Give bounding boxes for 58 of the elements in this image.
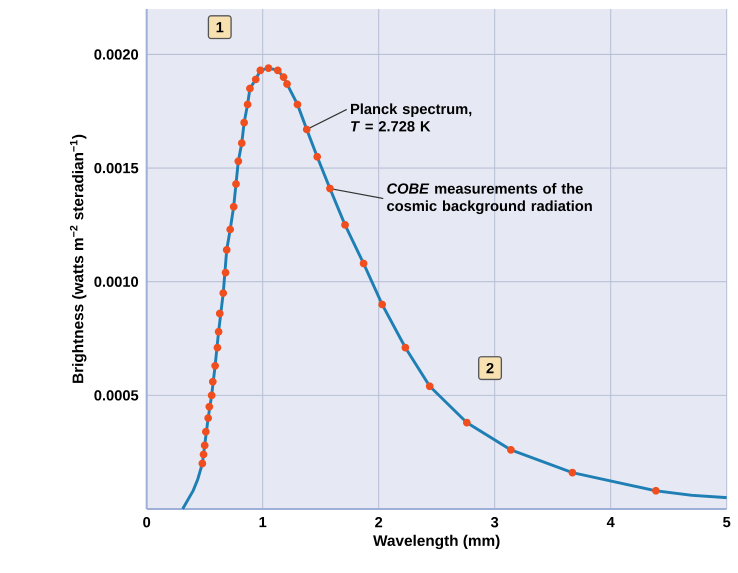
x-tick-label: 3 — [490, 517, 498, 528]
point — [274, 66, 282, 74]
point — [256, 66, 264, 74]
point — [313, 152, 322, 161]
point — [246, 84, 254, 92]
point — [200, 450, 208, 458]
point — [200, 441, 209, 450]
y-axis-title: Brightness (watts m$^{−2}$ steradian$^{−1}$) — [70, 134, 86, 383]
point — [302, 126, 311, 134]
point — [205, 402, 214, 411]
point — [294, 100, 302, 108]
point — [208, 378, 217, 386]
point — [283, 80, 291, 88]
point — [202, 428, 210, 436]
x-tick-label: 2 — [375, 517, 382, 528]
point — [214, 328, 222, 336]
annotation: Planck spectrum, T = 2.728 K — [351, 103, 472, 132]
point — [214, 344, 222, 352]
point — [230, 202, 238, 211]
y-tick-label: 0.0005 — [94, 390, 138, 401]
x-tick-label: 1 — [260, 517, 266, 528]
point — [568, 468, 576, 476]
point — [507, 446, 515, 454]
point — [216, 310, 224, 318]
point — [204, 414, 212, 422]
point — [280, 73, 288, 82]
point — [378, 300, 386, 308]
point — [252, 76, 260, 84]
annotation: 1 — [216, 22, 224, 32]
point — [198, 460, 206, 468]
point — [238, 139, 246, 147]
point — [234, 157, 242, 166]
point — [401, 344, 410, 352]
x-tick-label: 5 — [723, 517, 730, 528]
point — [211, 362, 219, 370]
point — [341, 221, 349, 229]
point — [326, 184, 334, 192]
y-tick-label: 0.0015 — [94, 162, 138, 174]
y-tick-label: 0.0010 — [94, 276, 138, 287]
point — [426, 382, 434, 390]
point — [244, 100, 252, 108]
point — [652, 486, 660, 495]
point — [462, 418, 471, 426]
point — [219, 289, 228, 297]
annotation: 2 — [486, 362, 494, 374]
point — [360, 260, 368, 268]
point — [222, 268, 230, 276]
point — [232, 180, 240, 188]
point — [226, 226, 234, 234]
point — [222, 246, 231, 254]
x-axis-title: Wavelength (mm) — [373, 534, 500, 550]
x-tick-label: 0 — [143, 517, 150, 528]
point — [208, 391, 216, 400]
point — [240, 118, 248, 126]
point — [264, 64, 272, 72]
y-tick-label: 0.0020 — [94, 49, 138, 60]
annotation: COBE measurements of the cosmic background radiation — [387, 183, 592, 214]
x-tick-label: 4 — [606, 517, 615, 528]
